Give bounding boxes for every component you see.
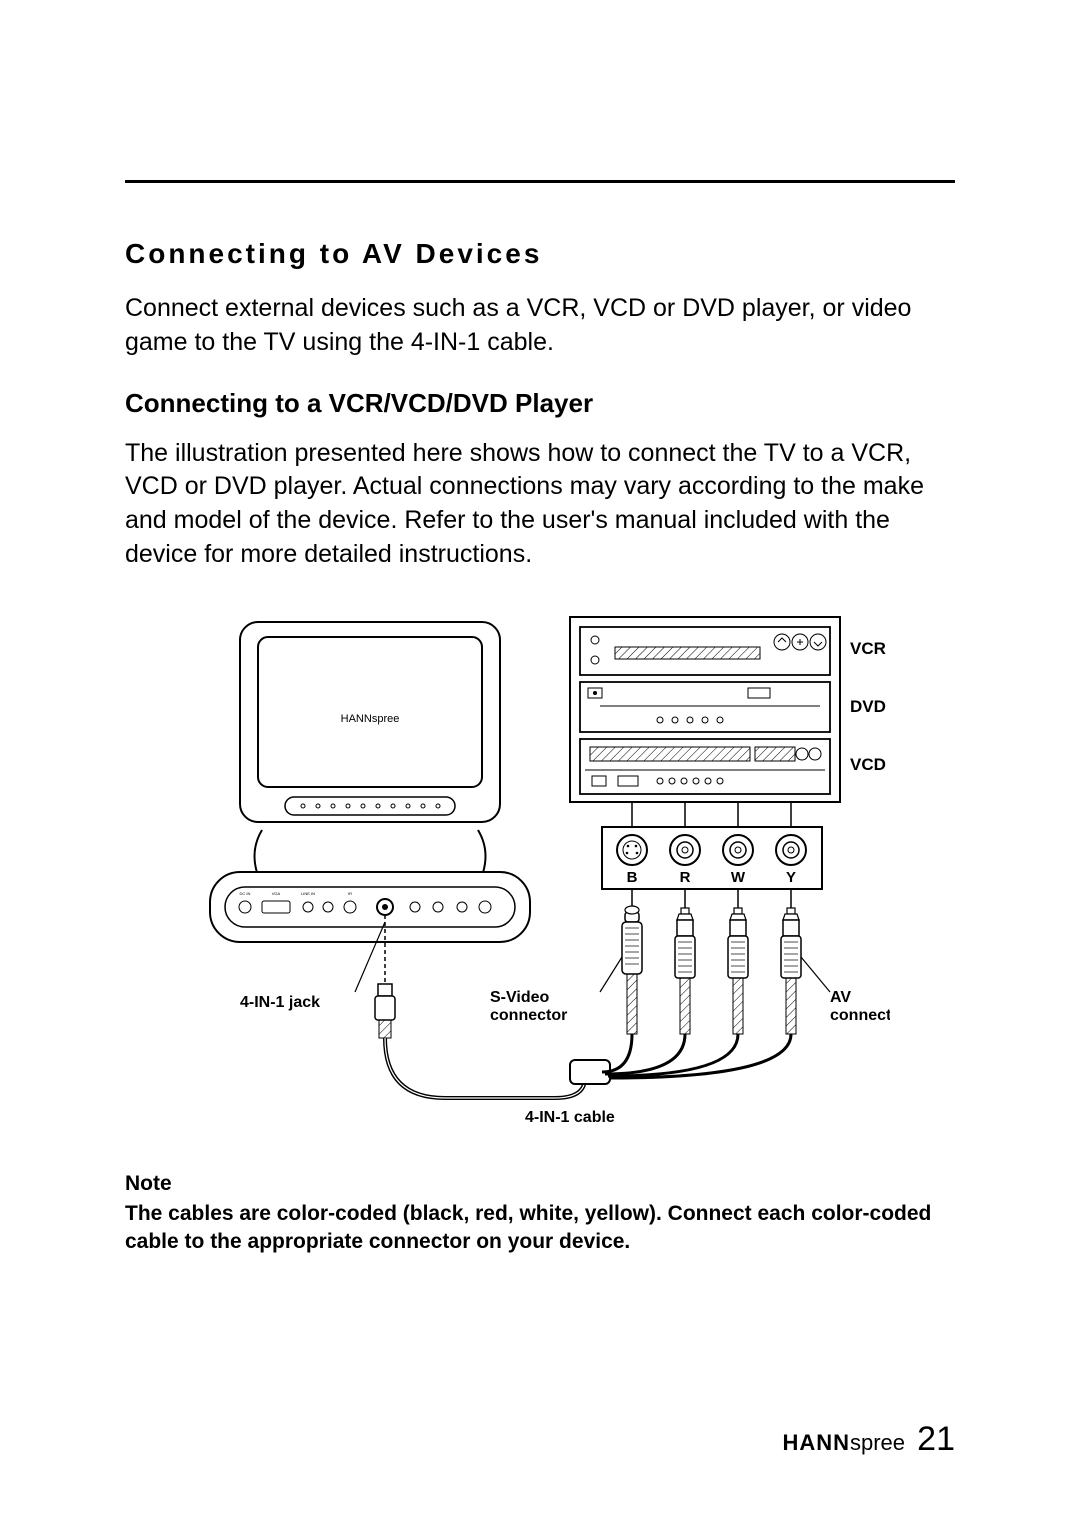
tv-brand-label: HANNspree [341,713,400,725]
dvd-device [580,682,830,732]
note-body: The cables are color-coded (black, red, … [125,1200,955,1257]
conn-label-w: W [731,869,746,886]
base-unit: DC IN VGA LINE IN IR [210,872,530,942]
rca-y [776,835,806,865]
intro-paragraph: Connect external devices such as a VCR, … [125,292,955,360]
note-block: Note The cables are color-coded (black, … [125,1172,955,1257]
conn-label-b: B [627,869,638,886]
conn-label-r: R [680,869,691,886]
page-content: Connecting to AV Devices Connect externa… [125,180,955,1256]
subsection-paragraph: The illustration presented here shows ho… [125,437,955,572]
section-heading: Connecting to AV Devices [125,238,955,270]
note-title: Note [125,1172,955,1196]
svideo-callout-1: S-Video [490,989,550,1006]
rca-plug-y [781,908,801,1034]
svg-text:IR: IR [348,891,352,896]
svideo-callout-2: connector [490,1007,567,1024]
vcd-device [580,739,830,794]
vcr-label: VCR [850,639,886,658]
cable-callout: 4-IN-1 cable [525,1109,615,1126]
connection-diagram: HANNspree [190,612,890,1142]
svg-text:DC IN: DC IN [240,891,251,896]
rca-w [723,835,753,865]
rca-r [670,835,700,865]
tv-monitor: HANNspree [240,622,500,889]
top-rule [125,180,955,183]
subsection-heading: Connecting to a VCR/VCD/DVD Player [125,388,955,419]
page-footer: HANNspree 21 [0,1420,1080,1459]
footer-brand-light: spree [850,1430,905,1455]
vcd-label: VCD [850,755,886,774]
svg-text:VGA: VGA [272,891,281,896]
four-in-one-plug [375,984,395,1038]
av-callout-1: AV [830,989,851,1006]
svideo-plug [622,906,642,1034]
svideo-port [617,835,647,865]
footer-brand-strong: HANN [782,1430,850,1455]
jack-callout: 4-IN-1 jack [240,994,320,1011]
svg-text:LINE IN: LINE IN [301,891,315,896]
conn-label-y: Y [786,869,796,886]
av-callout-2: connectors [830,1007,890,1024]
rca-plug-r [675,908,695,1034]
vcr-device [580,627,830,675]
rca-plug-w [728,908,748,1034]
page-number: 21 [917,1420,955,1458]
dvd-label: DVD [850,697,886,716]
